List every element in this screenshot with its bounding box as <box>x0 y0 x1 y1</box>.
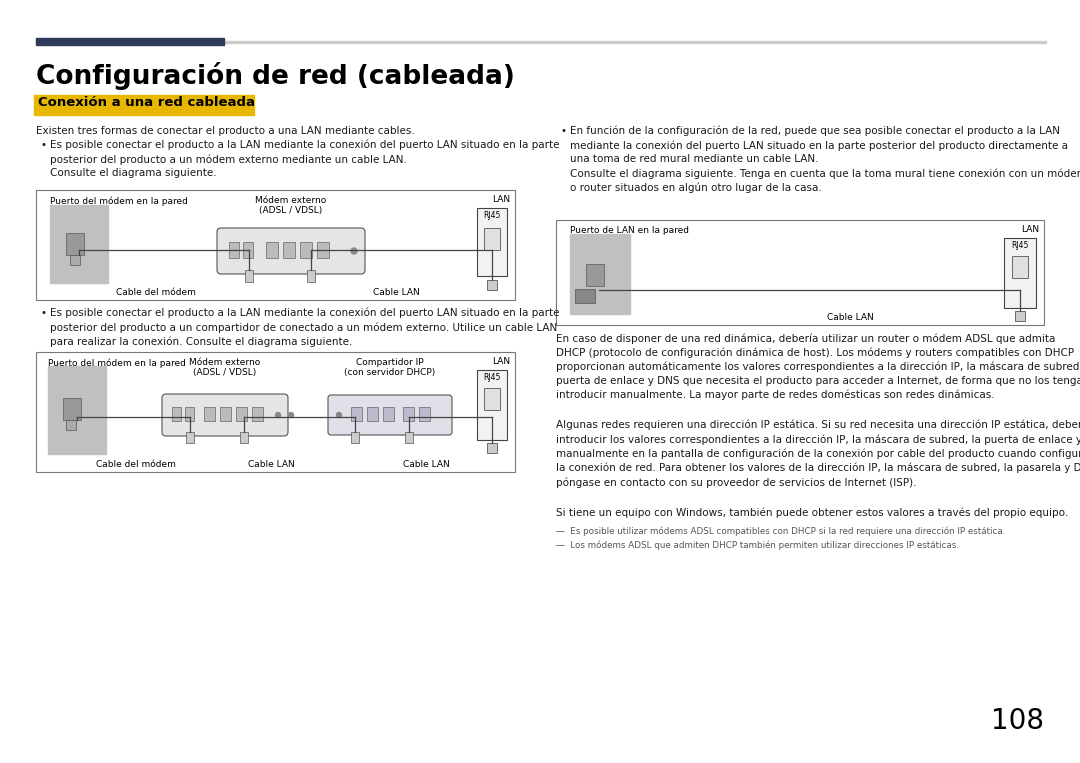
Bar <box>487 443 497 453</box>
Circle shape <box>337 413 341 417</box>
Text: (ADSL / VDSL): (ADSL / VDSL) <box>259 206 323 215</box>
Text: Cable LAN: Cable LAN <box>373 288 419 297</box>
Text: Módem externo: Módem externo <box>255 196 326 205</box>
Bar <box>252 407 264 421</box>
Bar <box>229 242 239 258</box>
Circle shape <box>351 248 357 254</box>
Text: Cable LAN: Cable LAN <box>247 460 295 469</box>
Text: LAN: LAN <box>491 357 510 366</box>
Bar <box>351 407 362 421</box>
Bar <box>484 388 500 410</box>
Text: Configuración de red (cableada): Configuración de red (cableada) <box>36 62 515 90</box>
Text: RJ45: RJ45 <box>484 373 501 382</box>
Bar <box>240 432 248 443</box>
Text: Compartidor IP: Compartidor IP <box>356 358 423 367</box>
Text: LAN: LAN <box>1021 225 1039 234</box>
Bar <box>70 255 80 265</box>
Bar <box>245 270 253 282</box>
Bar <box>1004 238 1036 308</box>
Bar <box>220 407 231 421</box>
Bar <box>237 407 247 421</box>
Bar <box>33 95 254 115</box>
Text: RJ45: RJ45 <box>1011 241 1028 250</box>
Text: (ADSL / VDSL): (ADSL / VDSL) <box>193 368 257 377</box>
Bar <box>63 398 81 420</box>
Text: En función de la configuración de la red, puede que sea posible conectar el prod: En función de la configuración de la red… <box>570 126 1080 193</box>
Text: Puerto del módem en la pared: Puerto del módem en la pared <box>48 358 186 368</box>
Bar <box>1015 311 1025 321</box>
Bar <box>419 407 430 421</box>
Text: (con servidor DHCP): (con servidor DHCP) <box>345 368 435 377</box>
Bar <box>172 407 181 421</box>
Bar <box>66 233 84 255</box>
Bar <box>586 264 604 286</box>
Bar <box>283 242 295 258</box>
Bar <box>477 370 507 440</box>
FancyBboxPatch shape <box>162 394 288 436</box>
Bar <box>570 234 630 314</box>
Text: Cable LAN: Cable LAN <box>826 313 874 322</box>
Text: Cable del módem: Cable del módem <box>96 460 176 469</box>
Bar <box>383 407 394 421</box>
Text: Módem externo: Módem externo <box>189 358 260 367</box>
Text: Si tiene un equipo con Windows, también puede obtener estos valores a través del: Si tiene un equipo con Windows, también … <box>556 508 1068 519</box>
Text: Conexión a una red cableada: Conexión a una red cableada <box>38 96 255 109</box>
Bar <box>405 432 413 443</box>
Bar <box>243 242 253 258</box>
Circle shape <box>275 413 281 417</box>
FancyBboxPatch shape <box>328 395 453 435</box>
Bar <box>484 228 500 250</box>
Bar <box>186 432 194 443</box>
Text: RJ45: RJ45 <box>484 211 501 220</box>
Text: Cable LAN: Cable LAN <box>403 460 449 469</box>
Text: ―  Los módems ADSL que admiten DHCP también permiten utilizar direcciones IP est: ― Los módems ADSL que admiten DHCP tambi… <box>556 540 959 549</box>
Bar <box>318 242 329 258</box>
Bar <box>36 38 224 45</box>
Text: 108: 108 <box>991 707 1044 735</box>
Bar <box>351 432 359 443</box>
Bar <box>556 220 1044 325</box>
Bar <box>66 420 76 430</box>
Text: LAN: LAN <box>491 195 510 204</box>
Text: •: • <box>40 140 46 150</box>
Bar <box>36 352 515 472</box>
Bar <box>575 289 595 303</box>
Bar <box>36 41 1047 43</box>
Text: Puerto de LAN en la pared: Puerto de LAN en la pared <box>570 226 689 235</box>
Text: •: • <box>561 126 566 136</box>
Bar <box>36 190 515 300</box>
Text: Existen tres formas de conectar el producto a una LAN mediante cables.: Existen tres formas de conectar el produ… <box>36 126 415 136</box>
Bar <box>307 270 315 282</box>
Bar <box>204 407 215 421</box>
Bar <box>487 280 497 290</box>
Text: Algunas redes requieren una dirección IP estática. Si su red necesita una direcc: Algunas redes requieren una dirección IP… <box>556 420 1080 488</box>
Bar <box>1012 256 1028 278</box>
Bar <box>48 366 106 454</box>
Bar <box>403 407 414 421</box>
Bar <box>266 242 278 258</box>
Bar <box>50 205 108 283</box>
FancyBboxPatch shape <box>217 228 365 274</box>
Text: Es posible conectar el producto a la LAN mediante la conexión del puerto LAN sit: Es posible conectar el producto a la LAN… <box>50 308 559 347</box>
Text: ―  Es posible utilizar módems ADSL compatibles con DHCP si la red requiere una d: ― Es posible utilizar módems ADSL compat… <box>556 526 1005 536</box>
Bar <box>300 242 312 258</box>
Text: En caso de disponer de una red dinámica, debería utilizar un router o módem ADSL: En caso de disponer de una red dinámica,… <box>556 333 1080 400</box>
Text: Cable del módem: Cable del módem <box>116 288 195 297</box>
Circle shape <box>288 413 294 417</box>
Text: •: • <box>40 308 46 318</box>
Bar <box>477 208 507 276</box>
Text: Es posible conectar el producto a la LAN mediante la conexión del puerto LAN sit: Es posible conectar el producto a la LAN… <box>50 140 559 179</box>
Bar <box>367 407 378 421</box>
Text: Puerto del módem en la pared: Puerto del módem en la pared <box>50 196 188 205</box>
Bar <box>185 407 194 421</box>
